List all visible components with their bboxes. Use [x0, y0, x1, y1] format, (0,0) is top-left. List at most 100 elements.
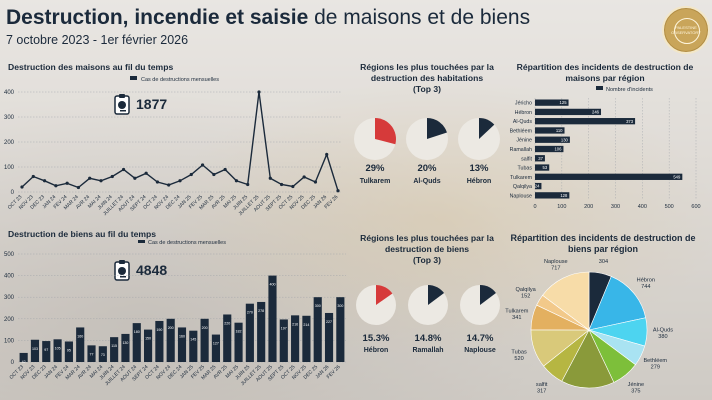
- bar: [535, 173, 683, 180]
- bar: [189, 330, 198, 362]
- houses-total-value: 1877: [136, 96, 168, 112]
- data-label: 105: [55, 346, 61, 350]
- y-tick-label: 300: [4, 295, 15, 301]
- slice-value: 304: [599, 259, 608, 265]
- data-label: 95: [67, 348, 71, 352]
- bar: [30, 339, 40, 362]
- observatory-logo: PALESTINE OBSERVATORY: [662, 6, 710, 54]
- bar: [64, 341, 73, 362]
- category-label: Al-Quds: [513, 119, 532, 125]
- bar: [313, 297, 322, 362]
- top3-houses-title-line3: (Top 3): [412, 84, 441, 94]
- data-label: 130: [122, 341, 128, 345]
- data-point: [76, 185, 81, 190]
- data-point: [336, 189, 340, 193]
- top3-goods-pct-3: 14.7%: [466, 333, 494, 344]
- data-label: 373: [626, 119, 634, 124]
- data-label: 128: [560, 193, 568, 198]
- data-point: [110, 174, 114, 179]
- data-point: [54, 184, 58, 188]
- y-tick-label: 100: [4, 165, 15, 171]
- top3-houses-title-line2: destruction des habitations: [370, 73, 484, 83]
- goods-bar-title: Destruction de biens au fil du temps: [8, 229, 157, 239]
- data-label: 200: [202, 326, 208, 330]
- data-point: [234, 179, 239, 183]
- slice-value: 317: [537, 388, 546, 394]
- data-label: 197: [281, 326, 287, 330]
- y-tick-label: 300: [4, 115, 15, 121]
- data-point: [155, 180, 160, 184]
- data-point: [302, 175, 306, 179]
- category-label: Naplouse: [510, 193, 532, 199]
- data-point: [257, 90, 261, 94]
- pie-slice: [588, 276, 647, 331]
- data-label: 216: [292, 322, 298, 326]
- bar: [268, 275, 277, 362]
- top3-houses-region-2: Al-Quds: [413, 178, 441, 185]
- category-label: Jéricho: [515, 101, 532, 107]
- bar: [53, 339, 62, 362]
- bar: [245, 303, 254, 362]
- pie-slice: [375, 118, 396, 145]
- data-point: [42, 179, 47, 183]
- data-label: 115: [111, 344, 117, 348]
- y-tick-label: 200: [4, 317, 15, 323]
- slice-value: 375: [631, 389, 640, 395]
- bar: [535, 164, 550, 171]
- data-label: 220: [224, 321, 230, 325]
- legend-swatch: [596, 86, 603, 90]
- data-label: 37: [538, 156, 543, 161]
- bar: [535, 145, 564, 153]
- data-point: [167, 183, 171, 187]
- top3-houses-region-3: Hébron: [466, 178, 492, 185]
- data-label: 300: [315, 304, 321, 308]
- data-label: 160: [77, 334, 83, 338]
- slice-value: 341: [512, 315, 521, 321]
- goods-total-value: 4848: [136, 262, 168, 278]
- data-label: 400: [269, 283, 275, 287]
- x-tick-label: 500: [665, 204, 674, 210]
- bar: [200, 318, 209, 362]
- bar: [535, 192, 570, 199]
- category-label: Hébron: [515, 110, 532, 116]
- bar: [535, 155, 545, 162]
- data-point: [178, 179, 182, 183]
- top3-goods-region-2: Ramallah: [412, 347, 444, 354]
- bar: [166, 318, 175, 362]
- data-point: [268, 176, 272, 180]
- top3-goods-pie-1: [356, 285, 396, 325]
- data-label: 77: [90, 352, 94, 356]
- data-label: 24: [535, 184, 540, 189]
- data-label: 190: [156, 328, 162, 332]
- region-bar-title: Répartition des incidents de destruction…: [516, 62, 694, 83]
- region-hbar-chart: Nombre d'incidents 0 100 200 300 400 500 600 Jér…: [510, 86, 701, 210]
- data-label: 227: [326, 320, 332, 324]
- y-tick-label: 0: [11, 190, 15, 196]
- x-tick-label: 200: [584, 204, 593, 210]
- data-label: 110: [556, 128, 563, 133]
- top3-houses-pct-2: 20%: [417, 163, 437, 174]
- bar: [535, 136, 570, 143]
- data-label: 246: [592, 110, 600, 115]
- bar: [211, 334, 221, 362]
- top3-houses-pie-2: [406, 118, 448, 160]
- slice-value: 279: [651, 364, 660, 370]
- bar: [155, 320, 164, 362]
- y-tick-label: 0: [11, 360, 15, 366]
- bar: [234, 322, 243, 362]
- data-label: 214: [303, 323, 309, 327]
- slice-label: Jénine: [628, 382, 644, 388]
- data-label: 182: [236, 330, 242, 334]
- data-point: [144, 171, 148, 175]
- bar: [324, 312, 334, 362]
- category-label: Qalqilya: [513, 184, 532, 190]
- data-label: 53: [543, 165, 548, 170]
- data-label: 145: [190, 338, 196, 342]
- data-point: [200, 163, 205, 167]
- top3-goods-region-3: Naplouse: [464, 347, 496, 354]
- top3-houses-pie-1: [354, 118, 396, 160]
- slice-value: 152: [521, 293, 530, 299]
- page-subtitle: 7 octobre 2023 - 1er février 2026: [6, 33, 189, 47]
- slice-label: Bethléem: [643, 358, 667, 364]
- slice-value: 520: [514, 356, 523, 362]
